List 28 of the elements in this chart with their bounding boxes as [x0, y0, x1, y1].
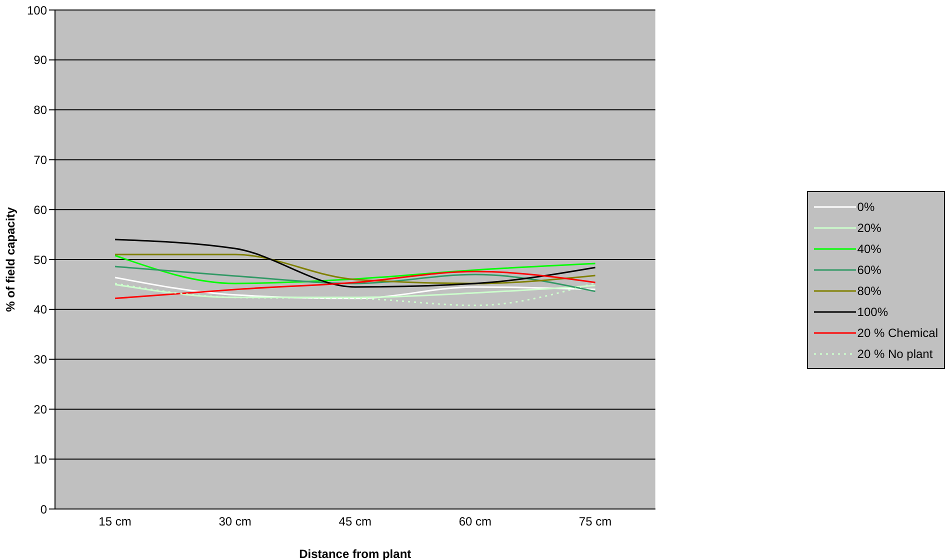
- legend-label: 20 % No plant: [857, 346, 933, 360]
- x-tick-label: 15 cm: [98, 514, 132, 529]
- legend-label: 80%: [857, 284, 882, 298]
- y-tick-label: 20: [34, 402, 48, 416]
- legend-label: 40%: [857, 242, 882, 256]
- y-tick-label: 0: [40, 502, 48, 516]
- line-series: [114, 270, 596, 300]
- y-axis-title: % of field capacity: [3, 206, 18, 312]
- y-tick-label: 60: [34, 202, 48, 217]
- y-tick-label: 40: [34, 302, 48, 317]
- x-tick-label: 60 cm: [458, 514, 492, 529]
- y-tick-label: 90: [34, 53, 48, 68]
- x-tick-label: 30 cm: [218, 514, 252, 529]
- y-tick-label: 80: [34, 103, 48, 118]
- x-tick-label: 75 cm: [578, 514, 612, 529]
- line-series: [114, 276, 596, 300]
- y-tick-label: 30: [34, 352, 48, 367]
- legend-label: 20%: [857, 220, 882, 234]
- legend-label: 20 % Chemical: [857, 326, 938, 340]
- y-tick-label: 50: [34, 252, 48, 267]
- legend-label: 100%: [857, 304, 888, 318]
- legend-label: 60%: [857, 262, 882, 276]
- y-tick-label: 100: [26, 3, 48, 18]
- y-tick-label: 10: [34, 452, 48, 466]
- x-tick-label: 45 cm: [338, 514, 372, 529]
- y-tick-label: 70: [34, 152, 48, 167]
- line-series: [114, 266, 596, 292]
- legend-label: 0%: [857, 200, 875, 214]
